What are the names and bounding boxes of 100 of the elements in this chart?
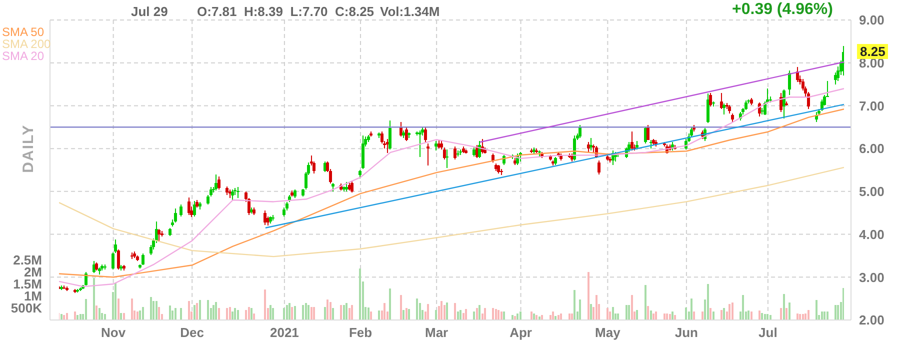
bar xyxy=(228,306,231,320)
bar xyxy=(476,308,478,320)
candlestick xyxy=(230,189,234,200)
bar xyxy=(286,305,288,320)
bar xyxy=(579,299,582,320)
bar xyxy=(196,303,198,320)
bar xyxy=(672,312,674,320)
candlestick xyxy=(141,253,144,266)
bar xyxy=(720,310,722,320)
text: SMA 20 xyxy=(2,49,46,63)
candlestick xyxy=(188,196,191,216)
bar xyxy=(498,310,500,320)
bar xyxy=(668,314,671,320)
bar xyxy=(625,305,628,320)
bar xyxy=(427,304,430,320)
candlestick xyxy=(217,176,220,190)
bar xyxy=(799,314,802,320)
bar xyxy=(511,315,514,320)
text: Jul 29 xyxy=(131,4,168,19)
candlestick xyxy=(646,124,650,140)
line-series xyxy=(59,108,844,278)
bar xyxy=(456,312,459,320)
bar xyxy=(416,298,418,320)
bar xyxy=(74,312,76,320)
bar xyxy=(503,312,506,320)
bar xyxy=(283,308,286,320)
bar xyxy=(820,312,823,320)
bar xyxy=(628,305,630,320)
bar xyxy=(152,300,155,320)
bar xyxy=(723,308,726,320)
bar xyxy=(236,310,239,320)
bar xyxy=(807,310,810,320)
bar xyxy=(288,303,291,320)
bar xyxy=(342,305,345,320)
bar xyxy=(815,300,818,320)
bar xyxy=(308,305,310,320)
x-tick-label: Jul xyxy=(758,325,778,340)
line-series xyxy=(59,88,844,288)
candlestick xyxy=(706,93,710,124)
candlestick xyxy=(350,180,354,193)
text: Vol:1.34M xyxy=(380,4,440,19)
bar xyxy=(557,315,560,320)
candlestick xyxy=(763,100,766,116)
bar xyxy=(478,305,481,320)
bar xyxy=(302,305,304,320)
bar xyxy=(76,315,79,320)
bar xyxy=(644,284,646,320)
text: SMA 50 xyxy=(2,25,46,39)
bar xyxy=(122,312,125,320)
bar xyxy=(494,309,497,320)
bar xyxy=(701,312,704,320)
bar xyxy=(758,310,760,320)
bar xyxy=(389,288,392,320)
bar xyxy=(674,315,676,320)
x-tick-label: Dec xyxy=(180,325,204,340)
bar xyxy=(650,310,652,320)
candlestick xyxy=(386,138,389,154)
candlestick xyxy=(788,70,791,96)
candlestick xyxy=(744,100,748,110)
bar xyxy=(405,308,408,320)
candlestick xyxy=(454,146,457,160)
bar xyxy=(408,309,410,320)
bar xyxy=(492,308,494,320)
bar xyxy=(647,306,650,320)
bar xyxy=(587,272,590,320)
x-tick-label: Apr xyxy=(510,325,532,340)
bar xyxy=(834,305,836,320)
bar xyxy=(748,310,750,320)
candlestick xyxy=(780,92,783,113)
bar xyxy=(351,305,353,320)
bar xyxy=(180,308,182,320)
bar xyxy=(370,312,372,320)
y-tick-label: 3.00 xyxy=(859,270,884,285)
bar xyxy=(378,310,380,320)
candlestick xyxy=(456,150,460,157)
bar xyxy=(782,294,785,320)
bar xyxy=(188,300,190,320)
bar xyxy=(155,300,158,320)
candlestick xyxy=(158,228,161,242)
bar xyxy=(96,306,98,320)
candlestick xyxy=(426,142,430,166)
text: +0.39 (4.96%) xyxy=(732,1,833,19)
bar xyxy=(84,299,87,320)
bar xyxy=(630,295,633,320)
bar xyxy=(706,284,709,320)
y-tick-label: 2.00 xyxy=(859,312,884,328)
bar xyxy=(636,310,638,320)
bar xyxy=(655,312,658,320)
bar xyxy=(63,315,66,320)
bar xyxy=(324,306,326,320)
candlestick xyxy=(630,130,634,152)
bar xyxy=(710,308,712,320)
bar xyxy=(136,312,138,320)
bar xyxy=(609,312,612,320)
bar xyxy=(536,315,538,320)
bar xyxy=(780,308,782,320)
bar xyxy=(484,308,486,320)
bar xyxy=(174,308,176,320)
bar xyxy=(802,314,804,320)
bar xyxy=(272,308,274,320)
